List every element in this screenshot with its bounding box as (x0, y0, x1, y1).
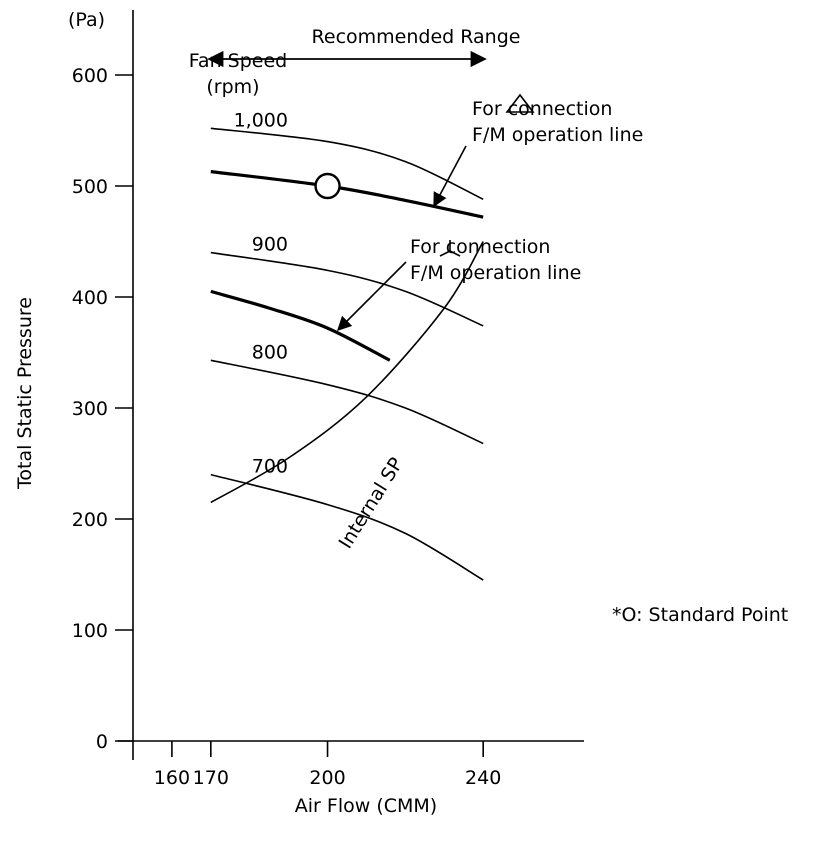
star-connection-icon (439, 240, 461, 257)
fan-speed-title: Fan Speed (189, 50, 287, 72)
y-axis-unit: (Pa) (68, 9, 105, 31)
x-tick-label: 160 (154, 767, 190, 789)
operation-line (210, 289, 391, 362)
star-annotation-arrow (336, 261, 407, 332)
y-axis-title: Total Static Pressure (14, 297, 36, 490)
operation-line (210, 170, 484, 219)
x-tick-label: 240 (465, 767, 501, 789)
delta-annotation-line2: F/M operation line (472, 124, 643, 146)
fan-curve-1000 (210, 127, 484, 201)
y-tick-label: 600 (72, 65, 108, 87)
y-tick-label: 300 (72, 398, 108, 420)
x-axis-title: Air Flow (CMM) (295, 795, 437, 817)
x-tick-label: 170 (193, 767, 229, 789)
star-annotation-suffix: connection (446, 236, 551, 258)
standard-point-marker (314, 172, 341, 200)
curves (210, 127, 484, 581)
fan-curve-800 (210, 359, 484, 445)
fan-speed-label: 1,000 (234, 109, 288, 131)
speed-labels: 1,000 900 800 700 (234, 109, 288, 477)
x-ticks: 160 170 200 240 (154, 741, 501, 789)
standard-point-note: *O: Standard Point (612, 604, 788, 626)
star-annotation-line2: F/M operation line (410, 262, 581, 284)
recommended-range-label: Recommended Range (312, 26, 521, 48)
fan-speed-label: 700 (252, 456, 288, 478)
delta-triangle-icon (505, 93, 535, 113)
delta-annotation-prefix: For (472, 98, 508, 120)
y-tick-label: 500 (72, 176, 108, 198)
fan-speed-label: 900 (252, 234, 288, 256)
star-annotation-prefix: For (410, 236, 446, 258)
internal-sp-label: Internal SP (335, 454, 408, 553)
y-tick-label: 400 (72, 287, 108, 309)
y-tick-label: 200 (72, 509, 108, 531)
internal-sp-curve (210, 241, 484, 504)
y-tick-label: 0 (96, 731, 108, 753)
fan-curve-900 (210, 251, 484, 327)
star-annotation-line1: For connection (410, 236, 550, 258)
delta-annotation-line1: For connection (472, 98, 612, 120)
delta-annotation-suffix: connection (508, 98, 613, 120)
x-tick-label: 200 (309, 767, 345, 789)
fan-curve-700 (210, 473, 484, 581)
fan-speed-label: 800 (252, 341, 288, 363)
delta-annotation-arrow (433, 145, 467, 208)
fan-speed-unit: (rpm) (206, 76, 259, 98)
y-ticks: 0 100 200 300 400 500 600 (72, 65, 133, 753)
y-tick-label: 100 (72, 620, 108, 642)
